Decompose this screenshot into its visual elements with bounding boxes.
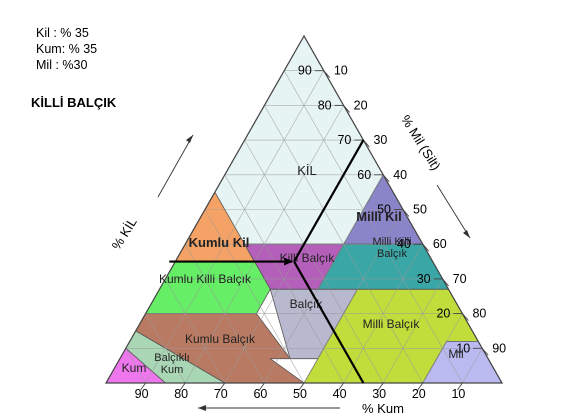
clay-tick-label: 30 xyxy=(417,272,431,286)
silt-tick-label: 90 xyxy=(492,341,506,355)
sample-clay-line: Kil : % 35 xyxy=(36,26,89,40)
region-label-kum: Kum xyxy=(122,361,147,375)
clay-tick-label: 80 xyxy=(318,98,332,112)
silt-tick-label: 30 xyxy=(373,133,387,147)
region-label-milli-killi-balcik: Milli Killi Balçık xyxy=(372,236,411,260)
silt-tick-label: 40 xyxy=(393,168,407,182)
sample-lines xyxy=(169,139,365,384)
region-label-balcikli-kum: Balçıklı Kum xyxy=(154,352,189,376)
sample-sand-line: Kum: % 35 xyxy=(36,42,98,56)
sample-silt-line: Mil : %30 xyxy=(36,58,88,72)
silt-axis-title: % Mil (Silt) xyxy=(398,112,444,173)
region-label-kumlu-killi-balcik: Kumlu Killi Balçık xyxy=(159,272,252,286)
region-label-balcik: Balçık xyxy=(290,297,324,311)
sand-tick-label: 90 xyxy=(135,387,149,401)
grid-lines xyxy=(125,70,483,384)
region-label-milli-balcik: Milli Balçık xyxy=(363,317,421,331)
sand-tick-label: 50 xyxy=(293,387,307,401)
sand-tick-label: 40 xyxy=(333,387,347,401)
clay-tick-label: 40 xyxy=(397,237,411,251)
clay-tick-label: 50 xyxy=(377,203,391,217)
sand-tick-label: 80 xyxy=(174,387,188,401)
silt-tick-label: 80 xyxy=(472,307,486,321)
sand-tick-label: 10 xyxy=(451,387,465,401)
region-label-kumlu-balcik: Kumlu Balçık xyxy=(185,332,256,346)
clay-tick-label: 10 xyxy=(456,341,470,355)
sand-reading-line xyxy=(293,261,365,384)
sand-tick-label: 20 xyxy=(412,387,426,401)
silt-tick-label: 20 xyxy=(354,98,368,112)
clay-tick-label: 90 xyxy=(298,64,312,78)
clay-tick-label: 70 xyxy=(337,133,351,147)
region-label-milli-kil: Milli Kil xyxy=(356,209,402,224)
sand-tick-label: 60 xyxy=(253,387,267,401)
clay-arrow-head xyxy=(284,257,294,266)
clay-tick-label: 60 xyxy=(357,168,371,182)
region-label-ki-l: KİL xyxy=(297,163,317,178)
sand-tick-label: 70 xyxy=(214,387,228,401)
silt-tick-label: 50 xyxy=(413,203,427,217)
clay-tick-label: 20 xyxy=(436,307,450,321)
silt-tick-label: 70 xyxy=(453,272,467,286)
region-label-kumlu-kil: Kumlu Kil xyxy=(189,235,250,250)
sand-tick-label: 30 xyxy=(372,387,386,401)
clay-axis-title: % KİL xyxy=(109,215,140,252)
classification-result: KİLLİ BALÇIK xyxy=(31,95,117,110)
axis-ticks: 10 20 30 40 50 60 70 80 90 10 20 30 40 50 60 70 80 90 90 80… xyxy=(135,64,507,401)
region-label-killi-balcik: Killi Balçık xyxy=(280,251,336,265)
silt-tick-label: 10 xyxy=(334,64,348,78)
region-kumlu-killi-balcik xyxy=(144,261,271,315)
sand-axis-title: % Kum xyxy=(362,401,404,416)
silt-reading-line xyxy=(293,139,365,263)
region-labels: KİL Milli Kil Kumlu Kil Killi Balçık Milli K… xyxy=(122,163,464,376)
region-label-mil: Mil xyxy=(448,347,463,361)
silt-tick-label: 60 xyxy=(433,237,447,251)
